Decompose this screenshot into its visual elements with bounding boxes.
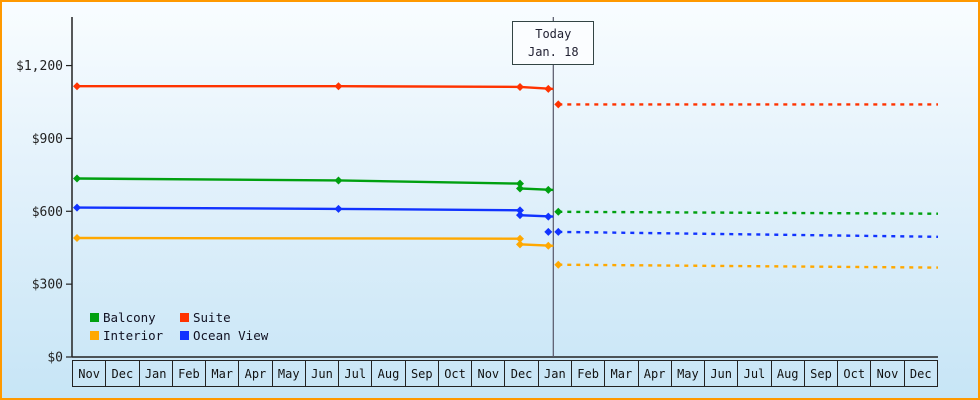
series-ocean-view-data-point[interactable] xyxy=(544,212,553,221)
series-interior-solid-line xyxy=(76,236,554,247)
today-label-box: Today Jan. 18 xyxy=(512,21,595,65)
series-ocean-view-data-point[interactable] xyxy=(515,206,524,215)
month-cell: Dec xyxy=(903,361,937,386)
month-cell: Mar xyxy=(604,361,637,386)
legend-swatch-ocean-view xyxy=(180,331,189,340)
y-tick-label: $1,200 xyxy=(16,59,63,74)
legend-item-balcony[interactable]: Balcony xyxy=(90,310,180,325)
series-balcony-data-point[interactable] xyxy=(334,176,343,185)
month-cell: Apr xyxy=(637,361,671,386)
legend-item-suite[interactable]: Suite xyxy=(180,310,268,325)
legend-label-suite: Suite xyxy=(193,310,231,325)
month-cell: Jun xyxy=(704,361,737,386)
month-cell: Dec xyxy=(504,361,537,386)
month-cell: Nov xyxy=(471,361,504,386)
series-suite-data-point[interactable] xyxy=(515,82,524,91)
series-ocean-view-solid-line xyxy=(76,206,554,218)
month-cell: Oct xyxy=(437,361,471,386)
legend-item-interior[interactable]: Interior xyxy=(90,328,180,343)
month-cell: May xyxy=(670,361,704,386)
month-cell: Apr xyxy=(238,361,271,386)
series-suite-data-point[interactable] xyxy=(554,100,563,109)
month-cell: Mar xyxy=(205,361,238,386)
month-cell: Oct xyxy=(837,361,870,386)
legend-swatch-suite xyxy=(180,313,189,322)
series-interior-dotted-line xyxy=(558,263,939,269)
today-label-title: Today xyxy=(535,27,572,41)
series-suite-data-point[interactable] xyxy=(544,84,553,93)
month-cell: Aug xyxy=(371,361,404,386)
month-cell: Aug xyxy=(770,361,804,386)
month-cell: Dec xyxy=(105,361,138,386)
month-cell: Jul xyxy=(338,361,371,386)
today-label-date: Jan. 18 xyxy=(527,45,579,59)
series-ocean-view-dotted-line xyxy=(558,230,939,238)
series-ocean-view-data-point[interactable] xyxy=(544,227,553,236)
month-cell: Feb xyxy=(570,361,604,386)
month-cell: Sep xyxy=(803,361,837,386)
legend-label-interior: Interior xyxy=(103,328,164,343)
series-balcony-data-point[interactable] xyxy=(515,184,524,193)
series-balcony-dotted-line xyxy=(558,210,939,215)
month-cell: Jun xyxy=(304,361,338,386)
series-interior-data-point[interactable] xyxy=(544,241,553,250)
y-tick-label: $300 xyxy=(32,278,63,293)
chart-legend: Balcony Suite Interior Ocean View xyxy=(90,310,268,343)
series-balcony-data-point[interactable] xyxy=(515,179,524,188)
y-tick-label: $0 xyxy=(47,351,63,366)
month-cell: Jan xyxy=(537,361,571,386)
series-interior-data-point[interactable] xyxy=(72,234,81,242)
series-ocean-view-data-point[interactable] xyxy=(515,211,524,220)
month-cell: Jul xyxy=(737,361,770,386)
month-cell: Nov xyxy=(78,366,100,381)
series-ocean-view-data-point[interactable] xyxy=(334,204,343,213)
legend-label-balcony: Balcony xyxy=(103,310,156,325)
month-cell: Sep xyxy=(404,361,438,386)
legend-swatch-balcony xyxy=(90,313,99,322)
series-suite-solid-line xyxy=(77,84,554,91)
series-balcony-data-point[interactable] xyxy=(544,185,553,194)
month-cell: May xyxy=(271,361,305,386)
series-ocean-view-data-point[interactable] xyxy=(554,227,563,236)
series-balcony-data-point[interactable] xyxy=(554,207,563,216)
series-interior-data-point[interactable] xyxy=(515,234,524,243)
y-tick-label: $900 xyxy=(32,132,63,147)
series-interior-data-point[interactable] xyxy=(554,260,563,269)
y-tick-label: $600 xyxy=(32,205,63,220)
series-suite-data-point[interactable] xyxy=(72,82,81,91)
series-balcony-data-point[interactable] xyxy=(72,174,81,183)
legend-label-ocean-view: Ocean View xyxy=(193,328,269,343)
series-balcony-solid-line xyxy=(76,177,554,192)
legend-swatch-interior xyxy=(90,331,99,340)
month-cell: Feb xyxy=(171,361,205,386)
series-suite-data-point[interactable] xyxy=(334,82,343,91)
month-cell: Nov xyxy=(870,361,903,386)
series-ocean-view-data-point[interactable] xyxy=(72,203,81,212)
legend-item-ocean-view[interactable]: Ocean View xyxy=(180,328,268,343)
month-cell: Jan xyxy=(138,361,172,386)
series-interior-data-point[interactable] xyxy=(515,240,524,249)
month-axis: Nov Dec Jan Feb Mar Apr May Jun Jul Aug Sep Oct Nov D… xyxy=(72,360,938,387)
